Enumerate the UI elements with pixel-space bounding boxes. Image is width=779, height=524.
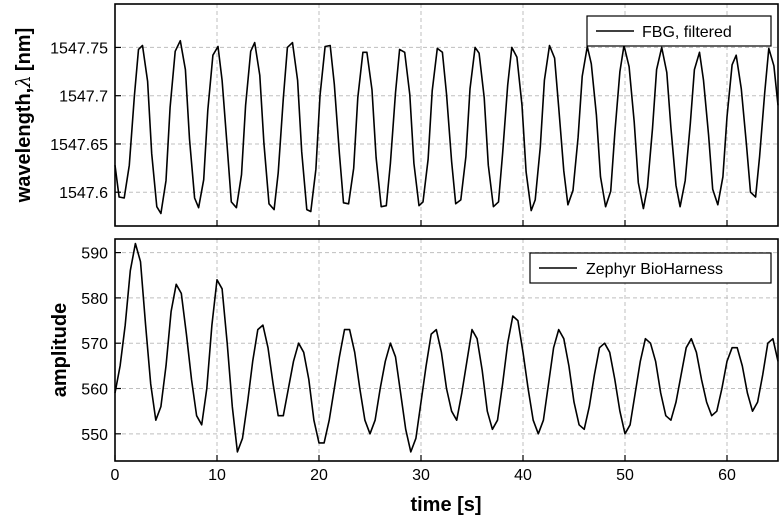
top-y-tick-label: 1547.6 <box>59 185 108 202</box>
bottom-legend-label: Zephyr BioHarness <box>586 261 723 278</box>
bottom-y-tick-label: 550 <box>81 427 108 444</box>
bottom-y-tick-label: 590 <box>81 246 108 263</box>
bottom-legend: Zephyr BioHarness <box>529 252 772 284</box>
top-legend-label: FBG, filtered <box>642 24 732 41</box>
top-series <box>114 39 779 215</box>
bottom-y-tick-label: 580 <box>81 291 108 308</box>
bottom-y-tick-label: 560 <box>81 382 108 399</box>
x-tick-label: 40 <box>514 467 532 484</box>
bottom-panel: 550 560 570 580 590 0 10 20 30 40 50 60 Zephyr Bio… <box>49 238 779 516</box>
bottom-series-line <box>114 242 779 453</box>
top-y-tick-label: 1547.75 <box>50 40 108 57</box>
top-panel: 1547.6 1547.65 1547.7 1547.75 FBG, filtered… <box>11 3 779 227</box>
x-axis-label: time [s] <box>410 494 481 516</box>
bottom-y-axis-label: amplitude <box>49 303 71 397</box>
bottom-y-ticks: 550 560 570 580 590 <box>81 246 121 444</box>
x-tick-label: 50 <box>616 467 634 484</box>
bottom-x-ticks: 0 10 20 30 40 50 60 <box>111 455 736 484</box>
x-tick-label: 10 <box>208 467 226 484</box>
top-series-line <box>114 39 779 215</box>
x-tick-label: 60 <box>718 467 736 484</box>
x-tick-label: 0 <box>111 467 120 484</box>
x-tick-label: 20 <box>310 467 328 484</box>
top-y-tick-label: 1547.65 <box>50 137 108 154</box>
top-plot-frame <box>114 3 779 227</box>
top-y-tick-label: 1547.7 <box>59 89 108 106</box>
bottom-y-tick-label: 570 <box>81 336 108 353</box>
top-y-ticks: 1547.6 1547.65 1547.7 1547.75 <box>50 40 728 226</box>
bottom-series <box>114 242 779 453</box>
bottom-plot-frame <box>114 238 779 462</box>
x-tick-label: 30 <box>412 467 430 484</box>
top-legend: FBG, filtered <box>586 15 772 47</box>
top-y-axis-label: wavelength,λ[nm] <box>11 28 35 204</box>
